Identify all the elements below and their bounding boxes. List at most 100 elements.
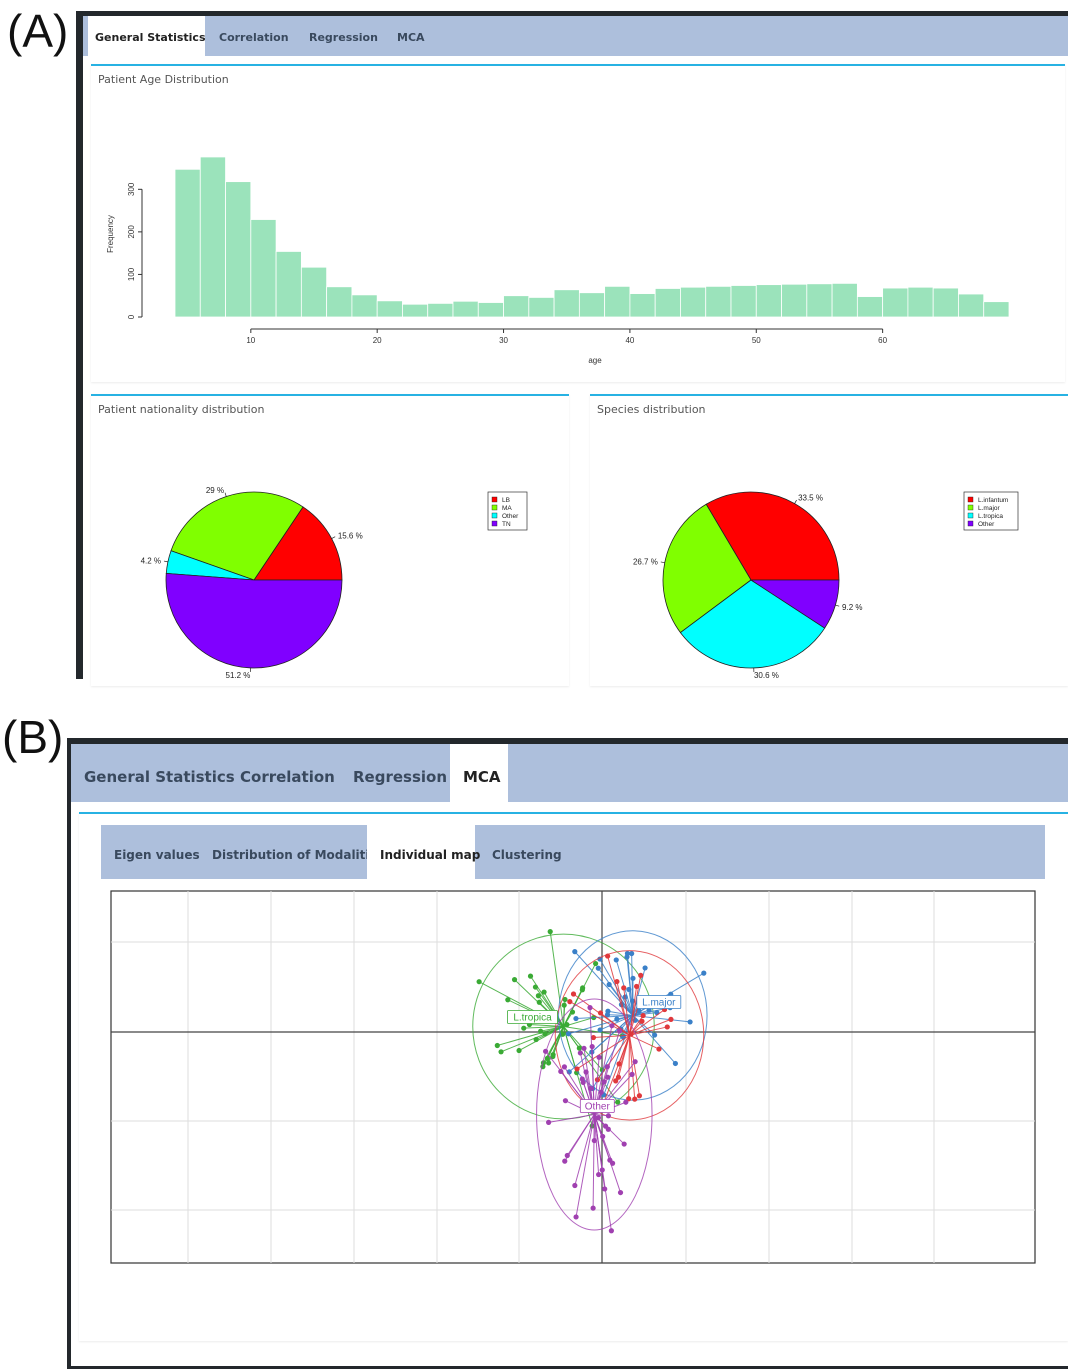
individual-point (550, 1053, 556, 1060)
pie-legend-swatch (967, 512, 974, 519)
tab-mca[interactable]: MCA (397, 31, 425, 44)
subtab-clustering[interactable]: Clustering (492, 848, 562, 862)
pie-percent-label: 30.6 % (754, 671, 779, 680)
individual-point (664, 1024, 670, 1030)
group-ellipse (472, 933, 655, 1120)
subtab-eigen-values[interactable]: Eigen values (114, 848, 200, 862)
individual-point (633, 983, 640, 990)
y-tick-label: 300 (127, 182, 136, 196)
individual-link (626, 956, 634, 1016)
individual-link (530, 975, 564, 1027)
individual-link (592, 1114, 595, 1209)
pie-label-leader (794, 499, 797, 504)
histogram-bar (705, 285, 732, 318)
individual-point (596, 1171, 602, 1178)
individual-point (597, 1010, 604, 1016)
pie-legend-label: TN (502, 521, 511, 528)
individual-point (569, 1009, 576, 1015)
x-tick-label: 10 (246, 336, 255, 345)
individual-link (593, 1034, 630, 1039)
tab-correlation[interactable]: Correlation (240, 768, 335, 786)
individual-point (607, 1157, 613, 1163)
individual-point (630, 975, 636, 981)
pie-legend-label: Other (502, 513, 519, 520)
histogram-bar (654, 288, 681, 318)
individual-link (593, 1114, 612, 1231)
individual-point (605, 1113, 612, 1119)
histogram-bar (578, 292, 606, 318)
individual-point (590, 1205, 596, 1211)
tab-general-statistics[interactable]: General Statistics (84, 768, 235, 786)
individual-point (668, 1016, 674, 1022)
individual-link (568, 1015, 633, 1035)
individual-point (545, 1060, 552, 1066)
individual-link (500, 1026, 564, 1053)
pie-legend-swatch (967, 520, 974, 527)
species-distribution-title: Species distribution (597, 403, 706, 416)
tab-regression[interactable]: Regression (309, 31, 378, 44)
individual-point (614, 1016, 620, 1022)
centroid-label: Other (585, 1102, 611, 1113)
species-pie-chart: 33.5 % 26.7 % 30.6 % 9.2 % L.infantumL.major… (633, 491, 1019, 680)
subtab-individual-map[interactable]: Individual map (367, 825, 480, 879)
individual-link (574, 1114, 595, 1186)
individual-point (511, 977, 518, 983)
histogram-bar (781, 283, 808, 318)
individual-point (701, 970, 707, 976)
individual-point (573, 1214, 579, 1220)
x-tick-label: 30 (499, 336, 508, 345)
individual-link (593, 1114, 611, 1161)
pie-label-leader (224, 492, 227, 497)
individual-link (607, 1014, 633, 1016)
histogram-bar (907, 286, 934, 318)
individual-point (587, 1005, 593, 1011)
individual-point (614, 978, 620, 985)
individual-map-plot: L.major L.tropica Other (110, 890, 1036, 1264)
y-axis-label: Frequency (106, 215, 115, 253)
individual-point (621, 1141, 627, 1147)
individual-link (576, 1034, 630, 1070)
individual-point (652, 1032, 658, 1038)
individual-link (563, 1026, 578, 1073)
x-tick-label: 40 (625, 336, 634, 345)
histogram-bar (806, 283, 833, 318)
tab-general-statistics[interactable]: General Statistics (88, 16, 206, 56)
histogram-bar (250, 219, 277, 318)
pie-label-leader (331, 536, 336, 539)
histogram-bar (376, 300, 403, 318)
histogram-bar (477, 302, 504, 318)
individual-link (549, 931, 564, 1027)
individual-link (529, 1023, 564, 1027)
individual-point (579, 1076, 585, 1082)
tab-regression[interactable]: Regression (353, 768, 448, 786)
pie-legend-label: L.tropica (978, 513, 1003, 520)
individual-point (632, 1059, 638, 1065)
histogram-bar (300, 266, 328, 318)
individual-link (548, 1114, 595, 1123)
individual-point (624, 954, 630, 960)
histogram-bar (427, 302, 454, 318)
app-window-mca: General Statistics Correlation Regressio… (67, 738, 1068, 1369)
individual-point (672, 1060, 678, 1067)
histogram-bar (958, 293, 985, 318)
pie-legend-swatch (491, 496, 498, 503)
pie-slice (679, 579, 826, 669)
individual-point (640, 1012, 646, 1019)
individual-point (606, 981, 612, 988)
histogram-bar (199, 156, 226, 318)
tab-correlation[interactable]: Correlation (219, 31, 289, 44)
individual-point (636, 1093, 643, 1099)
individual-link (497, 1026, 564, 1046)
age-histogram-chart: 10 20 30 40 50 60 0 100 200 300 age Frequency (106, 156, 1010, 365)
group-ellipse (536, 998, 653, 1231)
individual-link (629, 1035, 636, 1100)
centroid-label-box (636, 995, 682, 1009)
histogram-bar (604, 285, 631, 318)
subtab-distribution-of-modalities[interactable]: Distribution of Modalities (212, 848, 385, 862)
individual-point (617, 1189, 624, 1196)
pie-legend-label: L.infantum (978, 497, 1008, 504)
tab-mca[interactable]: MCA (450, 744, 508, 802)
individual-link (602, 1035, 630, 1105)
mca-subtab-bar: Eigen values Distribution of Modalities … (101, 825, 1045, 879)
age-distribution-box: Patient Age Distribution 10 20 30 40 50 60 0 10… (91, 64, 1065, 382)
